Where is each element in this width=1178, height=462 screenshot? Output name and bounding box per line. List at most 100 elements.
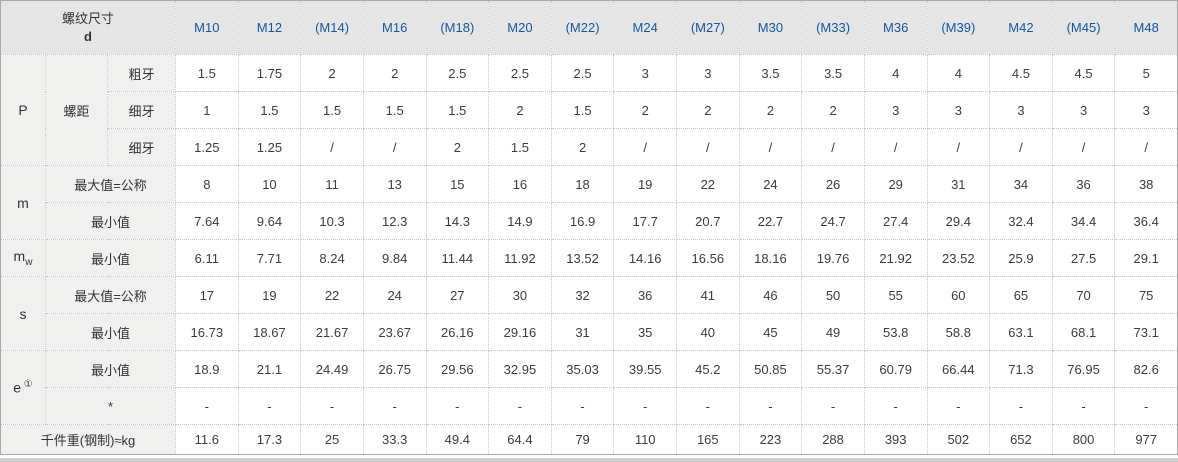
data-cell: 46 — [738, 276, 803, 314]
data-cell: 2.5 — [550, 54, 615, 92]
footer-cell: 79 — [550, 424, 615, 455]
data-cell: 27.5 — [1051, 239, 1116, 277]
data-cell: 66.44 — [926, 350, 991, 388]
bottom-divider — [0, 458, 1178, 462]
data-cell: 63.1 — [989, 313, 1053, 351]
data-cell: 2 — [801, 91, 865, 129]
data-cell: 2 — [488, 91, 552, 129]
data-cell: 14.3 — [425, 202, 490, 240]
row-label-text: s — [19, 305, 27, 322]
table-row: m 最大值=公称 8 10 11 13 15 16 18 19 22 24 26 29 31 34 36 38 — [0, 165, 1178, 240]
footer-label: 千件重(钢制)≈kg — [0, 424, 176, 455]
data-cell: 19 — [613, 165, 677, 203]
data-cell: 3 — [926, 91, 991, 129]
footer-cell: 11.6 — [175, 424, 239, 455]
data-cell: - — [676, 387, 740, 425]
data-cell: 65 — [989, 276, 1053, 314]
data-cell: - — [1114, 387, 1178, 425]
data-cell: 1.25 — [237, 128, 302, 166]
row-label-text: m — [17, 194, 29, 211]
data-cell: 34.4 — [1051, 202, 1116, 240]
data-cell: 2 — [300, 54, 364, 92]
table-row: s 最大值=公称 17 19 22 24 27 30 32 36 41 46 50 55 60 65 70 75 — [0, 276, 1178, 351]
table-row: mw 最小值 6.11 7.71 8.24 9.84 11.44 11.92 13.52 14.1… — [0, 239, 1178, 277]
data-cell: 24.49 — [300, 350, 364, 388]
row-label-m: m — [0, 165, 46, 240]
data-cell: 1.5 — [362, 91, 427, 129]
data-cell: 70 — [1051, 276, 1116, 314]
data-cell: 55.37 — [801, 350, 865, 388]
data-cell: 4.5 — [989, 54, 1053, 92]
data-cell: 30 — [488, 276, 552, 314]
row-label-mw: mw — [0, 239, 46, 277]
data-cell: 22.7 — [738, 202, 803, 240]
footer-row: 千件重(钢制)≈kg 11.6 17.3 25 33.3 49.4 64.4 79 110 165… — [0, 424, 1178, 455]
data-cell: 50.85 — [738, 350, 803, 388]
data-cell: 29.1 — [1114, 239, 1178, 277]
data-cell: 23.52 — [926, 239, 991, 277]
data-cell: / — [676, 128, 740, 166]
footer-cell: 288 — [801, 424, 865, 455]
data-cell: 39.55 — [613, 350, 677, 388]
data-cell: - — [362, 387, 427, 425]
data-cell: 29.56 — [425, 350, 490, 388]
data-cell: 24.7 — [801, 202, 865, 240]
data-cell: 29.4 — [926, 202, 991, 240]
sub-label: 最小值 — [45, 239, 176, 277]
data-cell: 2 — [425, 128, 490, 166]
data-cell: 75 — [1114, 276, 1178, 314]
header-row: 螺纹尺寸 d M10 M12 (M14) M16 (M18) M20 (M22) M24 (M27)… — [0, 0, 1178, 55]
data-cell: 27 — [425, 276, 490, 314]
data-cell: 2 — [550, 128, 615, 166]
data-cell: 16.73 — [175, 313, 239, 351]
data-cell: 1.5 — [237, 91, 302, 129]
data-cell: 20.7 — [676, 202, 740, 240]
data-cell: / — [989, 128, 1053, 166]
data-cell: 49 — [801, 313, 865, 351]
data-cell: 15 — [425, 165, 490, 203]
table-row: 细牙 1.25 1.25//2 1.5 2// / / / / / / / — [1, 128, 1178, 166]
footer-cell: 64.4 — [488, 424, 552, 455]
footer-cell: 25 — [300, 424, 364, 455]
footer-cell: 33.3 — [362, 424, 427, 455]
col-header-M16: M16 — [362, 0, 427, 55]
footer-cell: 49.4 — [425, 424, 490, 455]
col-header-M36: M36 — [863, 0, 928, 55]
col-header-M27: (M27) — [676, 0, 740, 55]
data-cell: 26 — [801, 165, 865, 203]
data-cell: 1.5 — [550, 91, 615, 129]
sub-label: 粗牙 — [107, 54, 176, 92]
row-label-superscript: ① — [21, 379, 33, 391]
data-cell: 25.9 — [989, 239, 1053, 277]
data-cell: 53.8 — [863, 313, 928, 351]
data-cell: - — [863, 387, 928, 425]
col-header-M22: (M22) — [550, 0, 615, 55]
data-cell: 13.52 — [550, 239, 615, 277]
data-cell: 38 — [1114, 165, 1178, 203]
data-cell: 2.5 — [425, 54, 490, 92]
col-header-M39: (M39) — [926, 0, 991, 55]
data-cell: / — [362, 128, 427, 166]
data-cell: 3 — [676, 54, 740, 92]
data-cell: 4 — [926, 54, 991, 92]
col-header-M24: M24 — [613, 0, 677, 55]
data-cell: 26.75 — [362, 350, 427, 388]
col-header-M12: M12 — [237, 0, 302, 55]
data-cell: 16.56 — [676, 239, 740, 277]
data-cell: 55 — [863, 276, 928, 314]
sub-label: 最大值=公称 — [45, 165, 176, 203]
data-cell: 35 — [613, 313, 677, 351]
row-label-text: m — [13, 248, 26, 265]
corner-cell: 螺纹尺寸 d — [0, 0, 176, 55]
data-cell: 8 — [175, 165, 239, 203]
data-cell: - — [237, 387, 302, 425]
data-cell: - — [425, 387, 490, 425]
data-cell: 11 — [300, 165, 364, 203]
table-row: 细牙 1 1.5 1.5 1.5 1.5 2 1.5 2 2 2 2 3 3 3 3 3 — [1, 91, 1178, 129]
data-cell: 45 — [738, 313, 803, 351]
data-cell: 13 — [362, 165, 427, 203]
data-cell: - — [300, 387, 364, 425]
data-cell: 23.67 — [362, 313, 427, 351]
col-header-M14: (M14) — [300, 0, 364, 55]
